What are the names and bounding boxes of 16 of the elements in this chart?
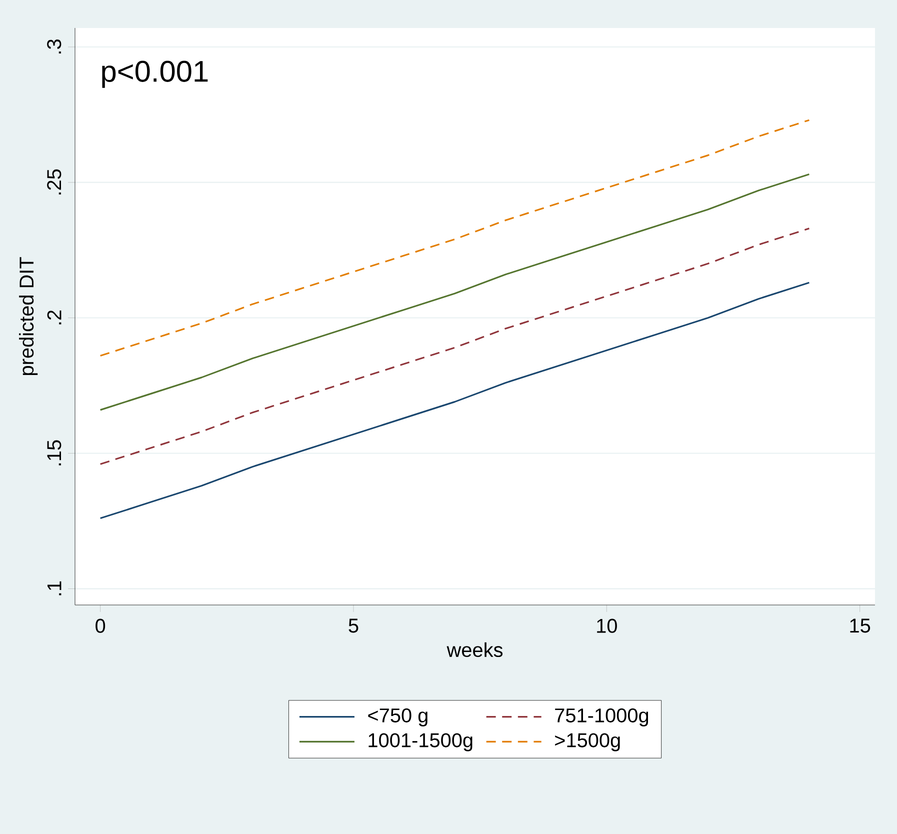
x-tick-label: 0	[96, 618, 106, 633]
y-axis-title: predicted DIT	[19, 257, 38, 376]
y-tick-label: .2	[47, 310, 62, 324]
x-tick-label: 10	[597, 618, 617, 633]
x-tick-label: 5	[348, 618, 358, 633]
y-tick-label: .25	[47, 169, 62, 194]
x-tick-label: 15	[850, 618, 870, 633]
legend-label: >1500g	[555, 733, 620, 752]
legend-label: <750 g	[368, 708, 428, 726]
y-tick-label: .3	[47, 40, 62, 54]
legend-label: 1001-1500g	[368, 733, 472, 752]
annotation: p<0.001	[102, 60, 208, 88]
x-axis-title: weeks	[446, 642, 503, 658]
y-tick-label: .15	[47, 440, 62, 466]
y-tick-label: .1	[47, 581, 62, 596]
legend-label: 751-1000g	[555, 708, 648, 726]
